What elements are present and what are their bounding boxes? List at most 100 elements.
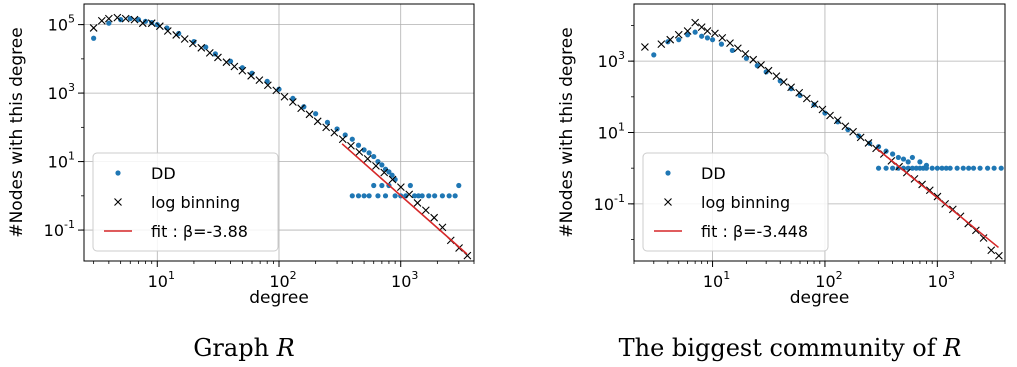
dd-point [875,165,882,171]
y-tick-label: 103 [48,81,75,103]
log-binning-marker [741,49,750,58]
chart-caption: The biggest community of R [619,334,962,362]
dd-point [685,32,691,38]
dd-point [361,193,367,199]
dd-point [905,159,911,165]
dd-point [929,165,935,171]
dd-point [718,41,725,47]
log-binning-marker [89,24,98,32]
dd-point [890,151,896,157]
dd-point [900,156,907,162]
dd-point [909,165,916,171]
x-tick-label: 102 [269,269,296,291]
x-axis-label: degree [249,288,309,308]
log-binning-marker [787,83,796,92]
dd-point [389,172,395,178]
dd-point [991,165,997,171]
dd-point [763,69,769,75]
log-binning-marker [826,111,834,120]
log-binning-marker [255,76,264,84]
log-binning-marker [188,39,197,48]
caption-prefix: The biggest community of [619,334,944,362]
dd-point [835,119,841,125]
legend-label: fit : β=-3.448 [701,222,808,241]
dd-point [947,165,953,171]
log-binning-marker [380,168,389,177]
dd-point [797,92,803,98]
log-binning-marker [338,135,347,144]
legend-label: log binning [151,193,240,212]
y-tick-label: 101 [48,150,75,172]
dd-point [371,153,377,160]
dd-point [386,169,392,175]
log-binning-marker [711,29,719,38]
dd-point [249,70,255,76]
log-binning-marker [764,66,773,75]
dd-point [875,144,882,150]
log-binning-marker [130,15,139,24]
log-binning-marker [987,246,996,255]
y-tick-label: 10-1 [44,218,75,240]
dd-point [349,193,355,199]
dd-point [203,44,209,50]
x-tick-label: 102 [815,269,842,291]
dd-point [729,47,735,54]
log-binning-marker [372,161,380,170]
dd-point [375,193,381,199]
dd-point [301,104,307,110]
dd-point [154,22,160,28]
dd-point [313,111,319,117]
dd-point [913,165,919,171]
plot-frame [83,3,475,262]
log-binning-marker [666,35,675,44]
log-binning-marker [430,213,439,222]
x-tick-label: 101 [148,269,175,291]
legend-dd-marker [665,170,671,176]
dd-point [939,165,945,171]
dd-point [382,193,389,199]
y-tick-label: 103 [598,49,625,71]
dd-point [456,182,462,189]
dd-point [883,165,889,171]
dd-point [324,119,331,125]
log-binning-marker [180,35,189,43]
series-group [641,18,1004,260]
fit-line [341,143,468,255]
dd-point [118,17,124,23]
x-tick-label: 103 [928,269,955,291]
y-tick-label: 105 [48,13,75,35]
dd-point [411,193,418,199]
dd-point [970,165,977,171]
dd-point [349,136,355,142]
log-binning-marker [718,33,727,42]
legend-x-marker [114,198,122,206]
log-binning-marker [322,123,331,132]
log-binning-marker [772,72,781,81]
log-binning-marker [802,94,811,103]
log-binning-marker [97,16,106,25]
log-binning-marker [388,175,397,184]
log-binning-marker [247,71,255,80]
log-binning-marker [163,27,172,35]
fit-line [876,148,999,249]
log-binning-marker [733,44,742,53]
log-binning-marker [297,104,306,113]
log-binning-marker [856,133,865,142]
y-tick-label: 101 [598,121,625,143]
dd-point [867,140,873,146]
legend-box [642,152,829,252]
dd-point [392,193,398,199]
log-binning-marker [995,251,1003,260]
log-binning-marker [147,19,156,28]
log-binning-marker [155,22,164,31]
dd-point [432,193,438,199]
x-tick-label: 103 [391,269,418,291]
dd-point [917,159,923,165]
dd-point [909,154,916,161]
log-binning-marker [396,183,405,191]
dd-point [998,165,1004,171]
dd-point [366,150,372,156]
log-binning-marker [810,100,819,109]
dd-point [91,35,97,41]
